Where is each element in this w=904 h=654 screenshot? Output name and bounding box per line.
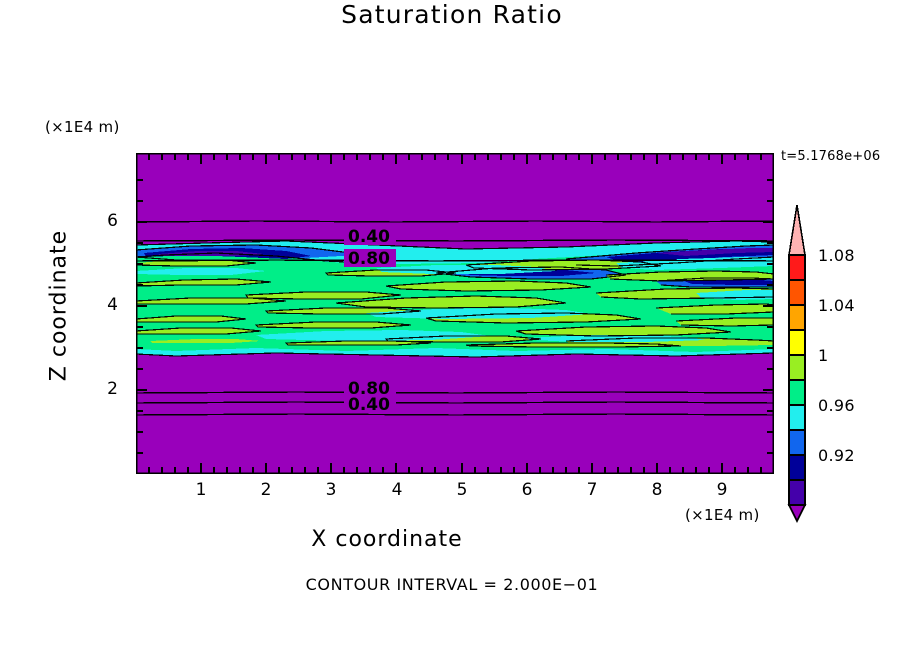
svg-text:0.80: 0.80 (348, 379, 390, 399)
inline-contour-labels: 0.40 0.80 0.80 0.40 (344, 227, 396, 415)
contour-interval-note: CONTOUR INTERVAL = 2.000E−01 (305, 575, 599, 594)
x-tick-label: 5 (456, 480, 468, 500)
y-axis-units-label: (×1E4 m) (45, 118, 120, 136)
page-title: Saturation Ratio (341, 0, 563, 29)
colorbar-tick-label: 0.96 (818, 396, 855, 415)
colorbar-tick-label: 1 (818, 346, 829, 365)
y-axis-title: Z coordinate (46, 229, 72, 382)
y-tick-label: 2 (107, 379, 118, 399)
x-tick-label: 8 (651, 480, 663, 500)
x-tick-label: 9 (716, 480, 728, 500)
svg-text:0.40: 0.40 (348, 227, 390, 247)
x-tick-label: 6 (521, 480, 533, 500)
colorbar-tick-label: 1.08 (818, 246, 855, 265)
svg-text:0.80: 0.80 (348, 249, 390, 269)
contour-field: 0.40 0.80 0.80 0.40 (136, 153, 774, 474)
colorbar-tick-label: 0.92 (818, 446, 855, 465)
colorbar[interactable] (779, 203, 815, 527)
timestamp-label: t=5.1768e+06 (781, 149, 881, 164)
colorbar-tick-label: 1.04 (818, 296, 855, 315)
x-tick-label: 3 (325, 480, 337, 500)
y-tick-label: 6 (107, 211, 118, 231)
x-tick-label: 7 (586, 480, 598, 500)
x-tick-label: 2 (260, 480, 272, 500)
colorbar-cap-bottom (787, 504, 807, 523)
x-tick-label: 1 (195, 480, 207, 500)
colorbar-cap-top (788, 204, 806, 256)
x-axis-title: X coordinate (311, 527, 463, 552)
x-tick-label: 4 (391, 480, 403, 500)
colorbar-swatches (787, 204, 807, 523)
x-axis-units-label: (×1E4 m) (685, 506, 760, 524)
contour-plot: 0.40 0.80 0.80 0.40 (136, 153, 774, 474)
svg-text:0.40: 0.40 (348, 395, 390, 415)
plot-frame (136, 153, 774, 474)
y-tick-label: 4 (107, 295, 118, 315)
